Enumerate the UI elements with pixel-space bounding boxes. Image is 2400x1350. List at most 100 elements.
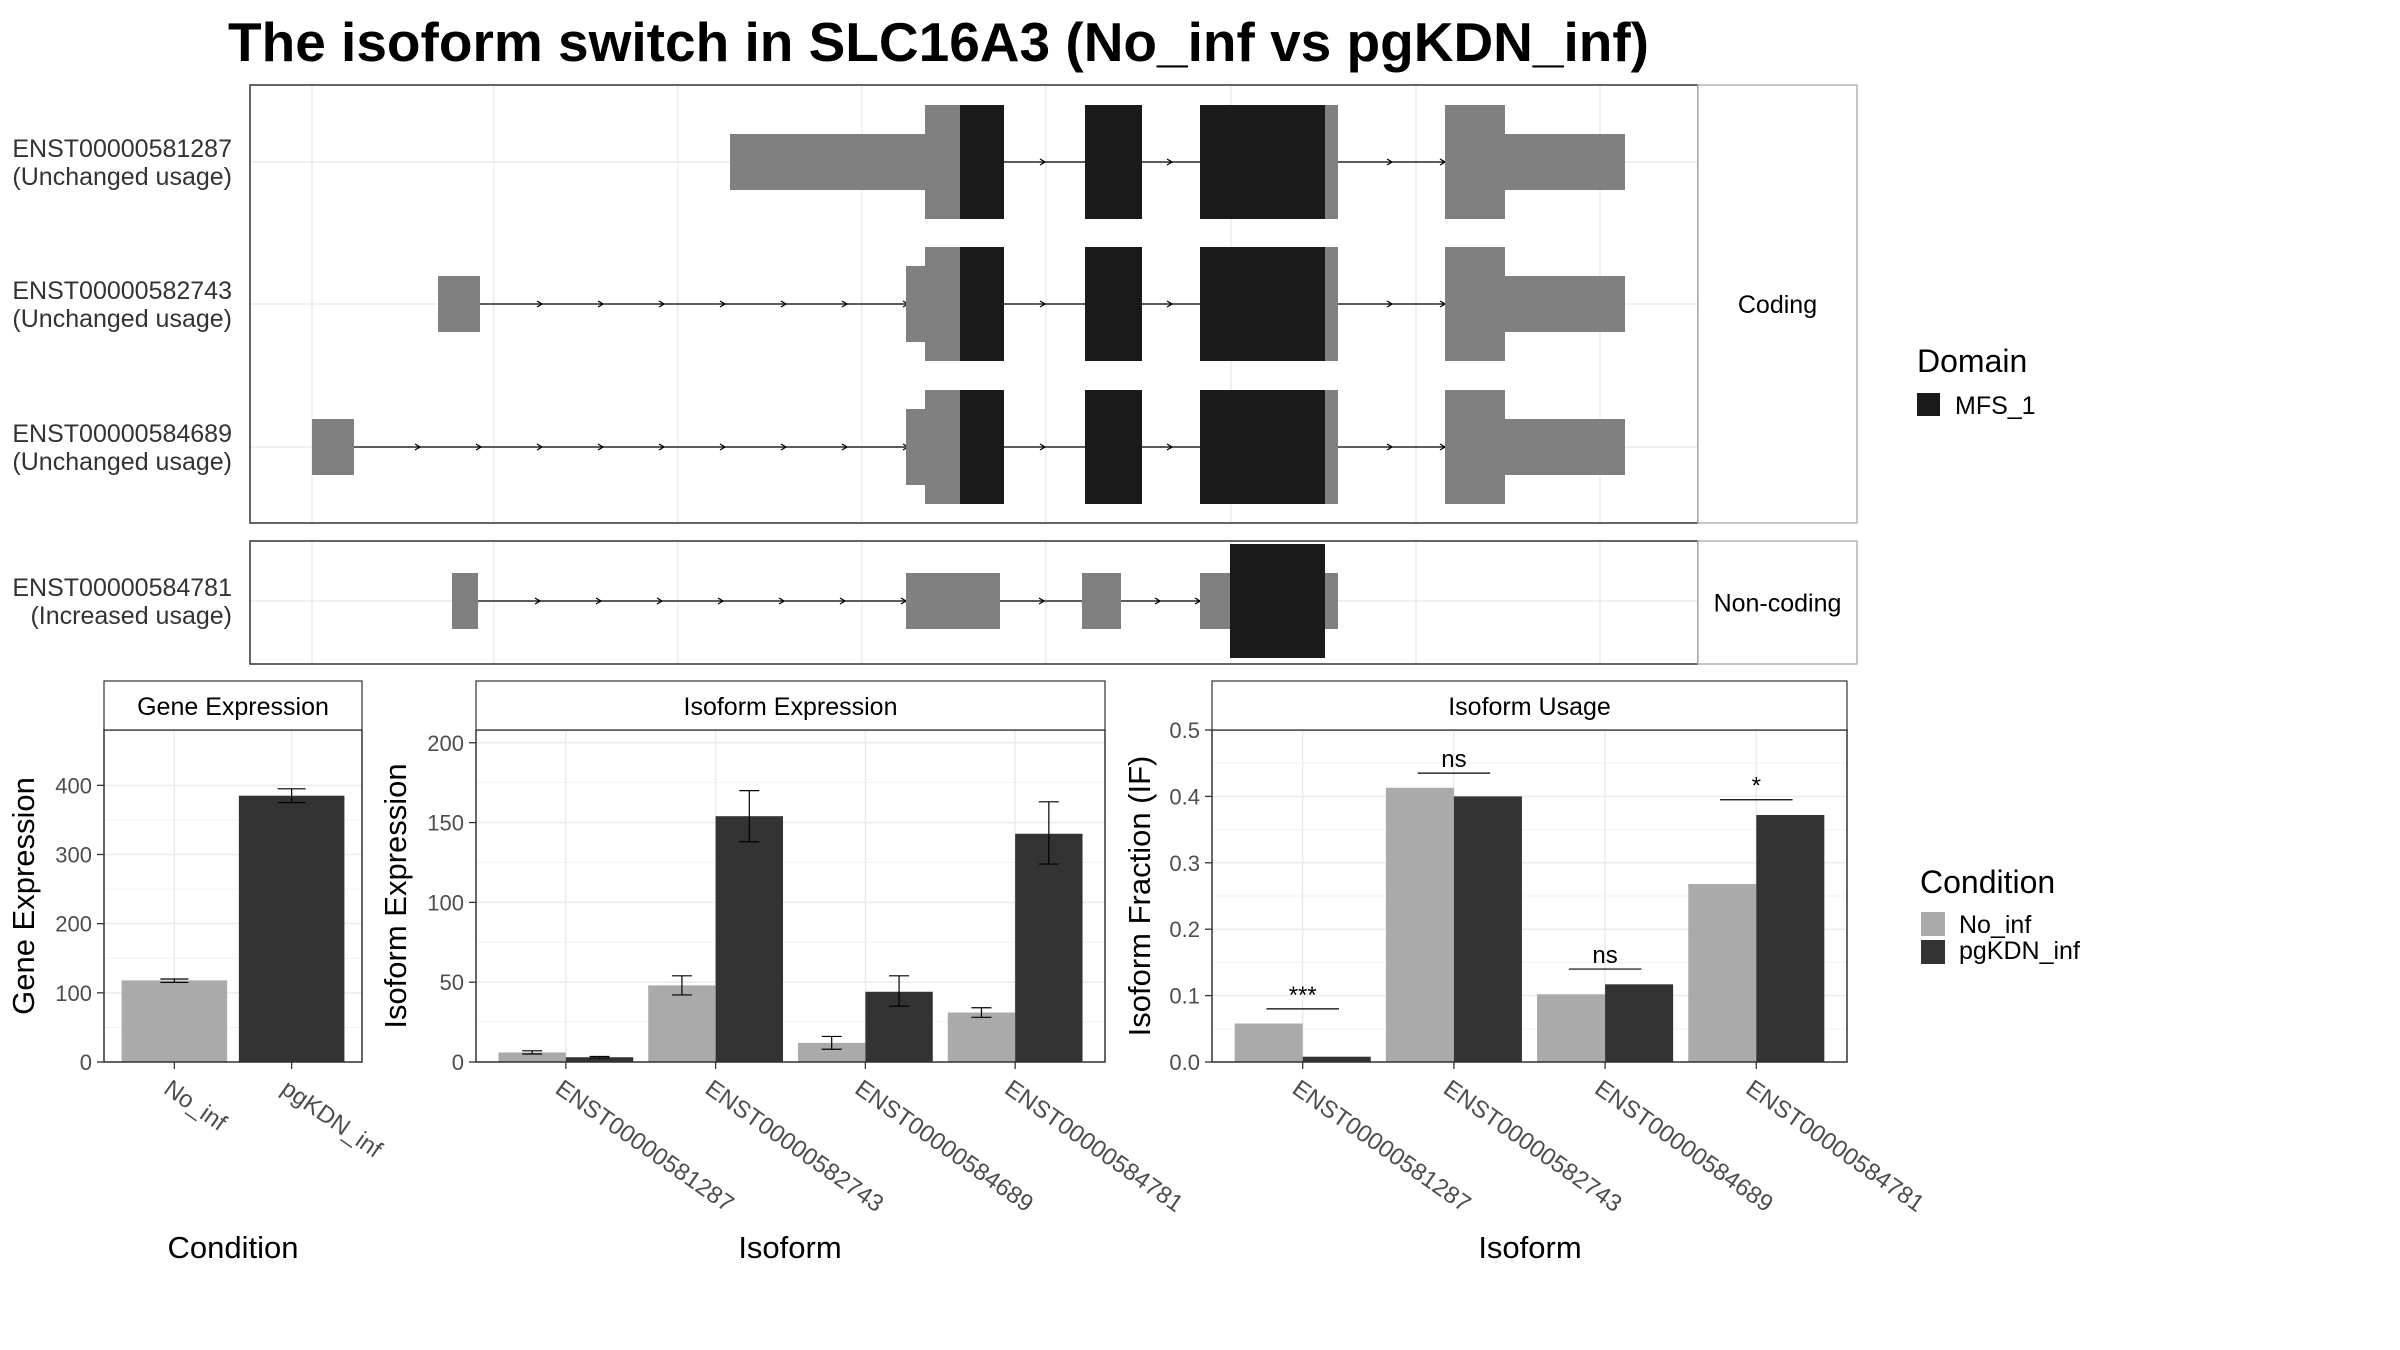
condition-legend-key: [1921, 912, 1945, 936]
track-label-name: ENST00000584689: [12, 420, 232, 448]
panel1-ylabel: Gene Expression: [6, 777, 41, 1015]
intron-arrow: [656, 597, 664, 605]
panel3-bar: [1537, 994, 1606, 1062]
intron-arrow: [536, 443, 544, 451]
intron-arrow: [1386, 443, 1394, 451]
intron-arrow: [658, 443, 666, 451]
panel3-significance-label: *: [1752, 773, 1761, 800]
intron-arrow: [1166, 158, 1174, 166]
panel1-bar: [238, 795, 345, 1062]
intron-arrow: [1386, 158, 1394, 166]
utr-exon: [1505, 276, 1625, 332]
panel2-bar: [715, 816, 784, 1062]
intron-arrow: [1166, 300, 1174, 308]
coding-panel-strip-label: Coding: [1738, 291, 1817, 319]
intron-arrow: [1039, 158, 1047, 166]
utr-exon: [730, 134, 925, 190]
domain-legend-label: MFS_1: [1955, 392, 2036, 420]
noncoding-panel-strip: [1697, 540, 1858, 665]
panel1-strip: [103, 680, 363, 731]
track-label-name: ENST00000581287: [12, 135, 232, 163]
panel2-bar: [947, 1012, 1016, 1062]
panel3-bar: [1688, 884, 1757, 1062]
track-label-status: (Unchanged usage): [12, 305, 232, 333]
mfs1-domain: [960, 390, 1004, 504]
panel3-bar: [1234, 1023, 1303, 1062]
intron-arrow: [1039, 300, 1047, 308]
panel3-ytick-label: 0.3: [1169, 851, 1200, 876]
panel2-bar: [1015, 833, 1083, 1062]
panel2-bg: [476, 730, 1105, 1062]
track-label-name: ENST00000582743: [12, 277, 232, 305]
panel2-strip-label: Isoform Expression: [684, 693, 898, 721]
intron-arrow: [839, 597, 847, 605]
track-label-name: ENST00000584781: [12, 574, 232, 602]
panel2-bar: [797, 1042, 866, 1062]
panel2-ytick-label: 50: [440, 970, 464, 995]
domain-legend-key: [1917, 393, 1940, 416]
exon: [906, 573, 1000, 629]
panel2-ytick-label: 100: [427, 890, 464, 915]
intron-arrow: [778, 597, 786, 605]
panel2-bar: [498, 1052, 566, 1062]
panel3-bar: [1453, 796, 1522, 1062]
intron-arrow: [780, 300, 788, 308]
exon: [1325, 105, 1338, 219]
panel2-ytick-label: 150: [427, 811, 464, 836]
panel3-bar: [1385, 787, 1454, 1062]
exon: [1325, 573, 1338, 629]
mfs1-domain: [960, 105, 1004, 219]
exon: [1200, 573, 1230, 629]
panel3-xlabel: Isoform: [1478, 1230, 1581, 1265]
exon: [925, 390, 960, 504]
track-label-status: (Unchanged usage): [12, 163, 232, 191]
mfs1-domain: [1200, 247, 1325, 361]
intron-arrow: [1386, 300, 1394, 308]
panel1-ytick-label: 0: [80, 1050, 92, 1075]
panel3-bar: [1756, 814, 1825, 1062]
mfs1-domain: [1230, 544, 1325, 658]
intron-arrow: [1038, 597, 1046, 605]
panel1-xtick-label: No_inf: [159, 1075, 232, 1137]
panel1-ytick-label: 400: [55, 773, 92, 798]
utr-exon: [438, 276, 480, 332]
panel2-bar: [648, 985, 716, 1062]
intron-arrow: [841, 300, 849, 308]
utr-exon: [1505, 134, 1625, 190]
condition-legend-key: [1921, 940, 1945, 964]
panel3-ylabel: Isoform Fraction (IF): [1122, 756, 1157, 1037]
track-label-status: (Increased usage): [30, 602, 232, 630]
panel1-ytick-label: 200: [55, 912, 92, 937]
panel3-ytick-label: 0.0: [1169, 1050, 1200, 1075]
panel3-strip: [1211, 680, 1848, 731]
panel3-significance-label: ns: [1592, 942, 1617, 969]
intron-arrow: [1166, 443, 1174, 451]
utr-exon: [1505, 419, 1625, 475]
panel3-ytick-label: 0.4: [1169, 784, 1200, 809]
exon: [925, 247, 960, 361]
panel3-bar: [1302, 1056, 1371, 1062]
panel3-significance-label: ns: [1441, 746, 1466, 773]
panel3-ytick-label: 0.1: [1169, 984, 1200, 1009]
mfs1-domain: [1200, 390, 1325, 504]
panel2-ytick-label: 200: [427, 731, 464, 756]
mfs1-domain: [1200, 105, 1325, 219]
intron-arrow: [719, 443, 727, 451]
mfs1-domain: [960, 247, 1004, 361]
panel1-ytick-label: 100: [55, 981, 92, 1006]
exon: [906, 266, 925, 342]
exon: [1445, 105, 1505, 219]
panel3-significance-label: ***: [1289, 982, 1317, 1009]
panel3-ytick-label: 0.2: [1169, 917, 1200, 942]
mfs1-domain: [1085, 105, 1142, 219]
condition-legend-label: pgKDN_inf: [1959, 937, 2080, 965]
intron-arrow: [475, 443, 483, 451]
panel1-xlabel: Condition: [168, 1230, 299, 1265]
intron-arrow: [595, 597, 603, 605]
intron-arrow: [597, 443, 605, 451]
intron-arrow: [414, 443, 422, 451]
noncoding-panel-strip-label: Non-coding: [1714, 590, 1842, 618]
panel1-bar: [121, 980, 228, 1062]
panel1-xtick-label: pgKDN_inf: [276, 1075, 387, 1164]
